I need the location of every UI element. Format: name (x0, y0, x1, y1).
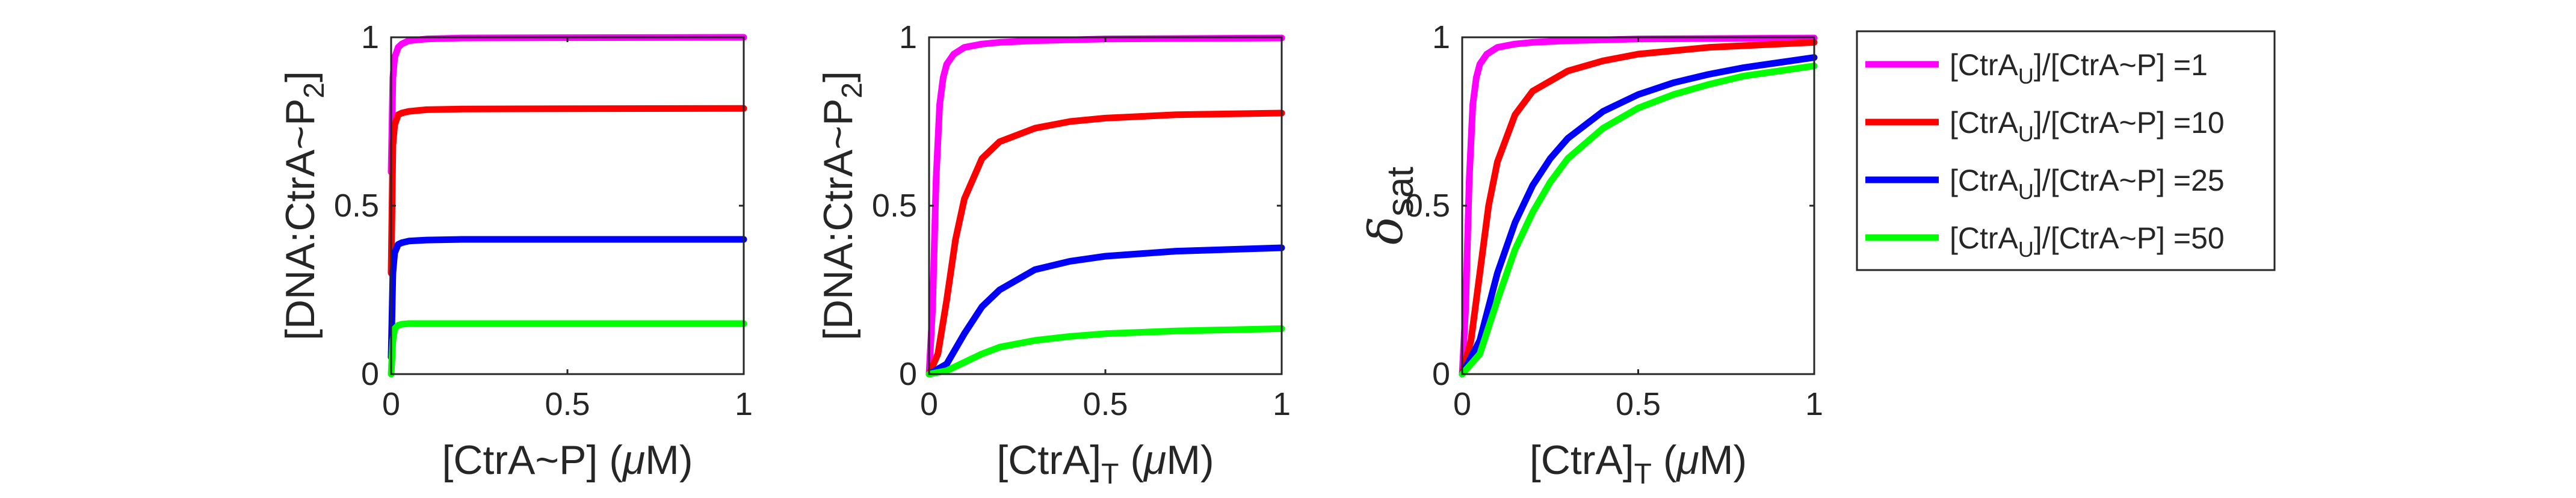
legend-label-subscript: U (2018, 64, 2034, 88)
y-tick-label: 1 (361, 19, 379, 55)
y-axis-label-subscript: sat (1380, 167, 1421, 217)
x-tick-label: 0.5 (1083, 386, 1128, 422)
x-axis-label-main: [CtrA] (996, 437, 1101, 483)
y-axis-label-bracket: ] (815, 71, 861, 82)
y-axis-label: [DNA:CtrA~P2] (815, 71, 868, 340)
x-axis-label-unit: M) (1699, 437, 1747, 483)
x-axis-label: [CtrA]T (μM) (1530, 437, 1747, 490)
plot-box (928, 36, 1283, 375)
legend-label-post: ]/[CtrA~P] =50 (2034, 221, 2225, 255)
x-axis-label: [CtrA]T (μM) (996, 437, 1214, 490)
legend-label-post: ]/[CtrA~P] =25 (2034, 164, 2225, 197)
x-tick-label: 0 (382, 386, 400, 422)
x-axis-label-subscript: T (1101, 458, 1119, 490)
y-tick-label: 0.5 (872, 188, 917, 224)
chart-panel-middle: 0 0.5 1 0 0.5 1 [CtrA]T (μM) [DNA:CtrA~P2] (815, 19, 1291, 490)
legend-label-pre: [CtrA (1950, 48, 2019, 82)
x-axis-label-subscript: T (1634, 458, 1652, 490)
series-line-1 (925, 34, 1285, 378)
legend-label-pre: [CtrA (1950, 221, 2019, 255)
y-tick-label: 0 (899, 356, 917, 392)
series-line-2 (925, 109, 1285, 378)
y-axis-label: δsat (1359, 167, 1421, 245)
y-tick-label: 1 (1432, 19, 1450, 55)
y-tick-label: 0 (1432, 356, 1450, 392)
x-axis-label: [CtrA~P] (μM) (442, 437, 693, 483)
legend-label-subscript: U (2018, 121, 2034, 146)
x-axis-label-unit: M) (1166, 437, 1214, 483)
legend-label-pre: [CtrA (1950, 164, 2019, 197)
legend-label-1: [CtrAU]/[CtrA~P] =1 (1950, 48, 2208, 88)
y-axis-label-main: [DNA:CtrA~P (277, 99, 323, 340)
legend-label-post: ]/[CtrA~P] =1 (2034, 48, 2208, 82)
x-tick-label: 0 (920, 386, 938, 422)
x-axis-label-paren: ( (1652, 437, 1677, 483)
x-tick-label: 1 (735, 386, 753, 422)
series-line-3 (1459, 54, 1818, 378)
legend-label-4: [CtrAU]/[CtrA~P] =50 (1950, 221, 2225, 262)
legend-label-post: ]/[CtrA~P] =10 (2034, 106, 2225, 140)
legend: [CtrAU]/[CtrA~P] =1[CtrAU]/[CtrA~P] =10[… (1856, 30, 2276, 271)
legend-label-3: [CtrAU]/[CtrA~P] =25 (1950, 164, 2225, 204)
y-tick-label: 0.5 (1405, 188, 1450, 224)
x-tick-label: 0.5 (545, 386, 590, 422)
series-line-2 (388, 105, 747, 277)
x-tick-label: 1 (1805, 386, 1823, 422)
x-axis-label-paren: ( (1119, 437, 1144, 483)
x-axis-label-mu: μ (622, 437, 645, 483)
x-axis-label-main: [CtrA] (1530, 437, 1634, 483)
series-line-1 (388, 34, 747, 176)
series-line-2 (1459, 38, 1818, 378)
y-axis-label: [DNA:CtrA~P2] (277, 71, 330, 340)
chart-panel-right: 0 0.5 1 0 0.5 1 [CtrA]T (μM) δsat (1359, 19, 1823, 490)
legend-box (1856, 30, 2276, 271)
y-tick-label: 0 (361, 356, 379, 392)
series-line-1 (1459, 34, 1818, 378)
legend-label-pre: [CtrA (1950, 106, 2019, 140)
x-axis-label-unit: M) (645, 437, 693, 483)
y-axis-label-main: [DNA:CtrA~P (815, 99, 861, 340)
x-tick-label: 0.5 (1616, 386, 1661, 422)
series-line-4 (925, 325, 1285, 378)
chart-panel-left: 0 0.5 1 0 0.5 1 [CtrA~P] (μM) [DNA:CtrA~P2] (277, 19, 753, 483)
y-tick-label: 1 (899, 19, 917, 55)
legend-label-subscript: U (2018, 237, 2034, 262)
x-axis-label-mu: μ (1143, 437, 1166, 483)
legend-label-subscript: U (2018, 179, 2034, 204)
y-axis-label-bracket: ] (277, 71, 323, 82)
y-tick-label: 0.5 (334, 188, 379, 224)
x-tick-label: 0 (1453, 386, 1471, 422)
plot-box (1461, 36, 1815, 375)
series-line-3 (925, 244, 1285, 378)
x-tick-label: 1 (1273, 386, 1291, 422)
y-axis-label-delta: δ (1359, 217, 1413, 245)
y-axis-label-subscript: 2 (298, 82, 330, 99)
series-line-3 (388, 236, 747, 361)
series-line-4 (1459, 63, 1818, 378)
x-axis-label-main: [CtrA~P] ( (442, 437, 623, 483)
y-axis-label-subscript: 2 (836, 82, 868, 99)
series-line-4 (388, 320, 747, 378)
legend-label-2: [CtrAU]/[CtrA~P] =10 (1950, 106, 2225, 146)
x-axis-label-mu: μ (1676, 437, 1699, 483)
